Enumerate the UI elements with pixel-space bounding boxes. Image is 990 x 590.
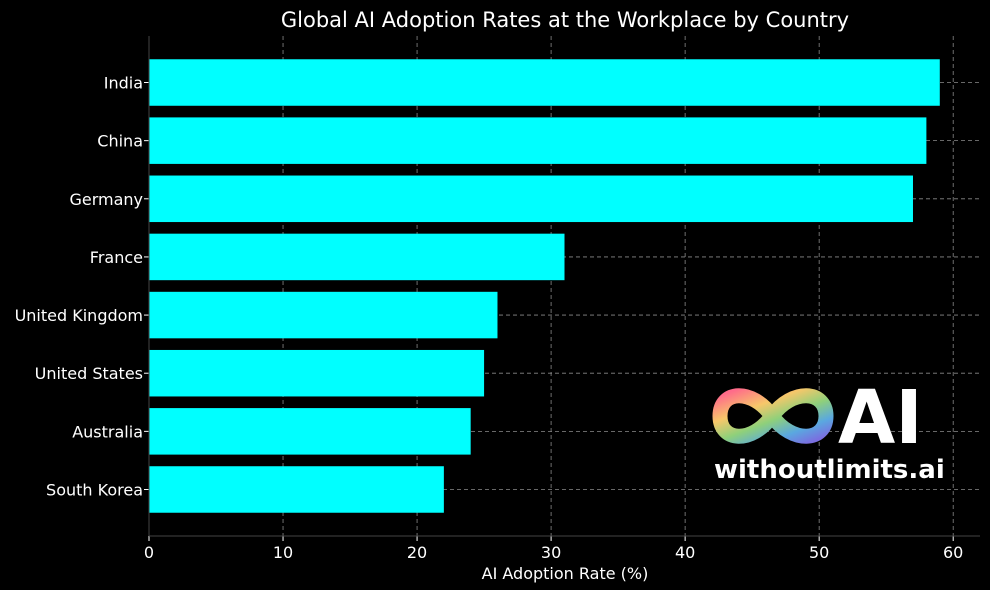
x-tick-label: 50 (809, 543, 829, 562)
y-tick-label: Australia (72, 422, 143, 441)
bar-india (149, 59, 940, 106)
y-tick-label: South Korea (46, 480, 143, 499)
x-tick-labels: 0 10 20 30 40 50 60 (144, 536, 963, 562)
y-tick-label: Germany (69, 190, 143, 209)
y-tick-labels: India China Germany France United Kingdom Uni… (15, 74, 149, 499)
y-tick-label: India (104, 74, 143, 93)
y-tick-label: United Kingdom (15, 306, 143, 325)
bar-china (149, 117, 927, 164)
logo-tagline: withoutlimits.ai (714, 455, 945, 485)
logo-mark: AI (838, 375, 923, 461)
chart-title: Global AI Adoption Rates at the Workplac… (281, 8, 849, 32)
bar-france (149, 233, 565, 281)
bar-australia (149, 408, 471, 455)
bar-united-kingdom (149, 291, 498, 339)
bar-united-states (149, 349, 485, 397)
x-tick-label: 40 (675, 543, 695, 562)
x-tick-label: 0 (144, 543, 154, 562)
x-tick-label: 30 (541, 543, 561, 562)
x-axis-label: AI Adoption Rate (%) (482, 564, 649, 583)
y-tick-label: France (90, 248, 143, 267)
bars (149, 59, 940, 513)
infinity-icon (712, 388, 834, 444)
bar-germany (149, 175, 913, 223)
x-tick-label: 10 (273, 543, 293, 562)
x-tick-label: 60 (943, 543, 963, 562)
bar-south-korea (149, 466, 444, 513)
withoutlimits-logo: AI withoutlimits.ai (712, 375, 945, 485)
y-tick-label: China (97, 132, 143, 151)
x-tick-label: 20 (407, 543, 427, 562)
y-tick-label: United States (35, 364, 143, 383)
